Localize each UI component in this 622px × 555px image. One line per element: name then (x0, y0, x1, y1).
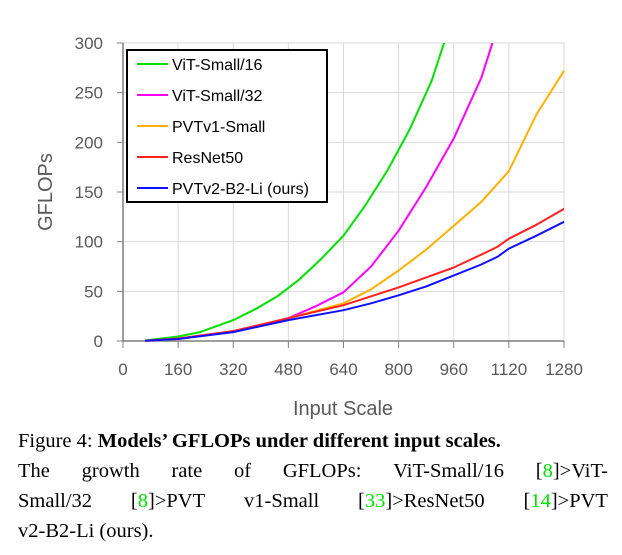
y-tick-label: 50 (84, 282, 103, 301)
y-tick-label: 150 (75, 183, 103, 202)
bracket: [ (523, 490, 531, 512)
legend-entry: ViT-Small/16 (172, 57, 263, 74)
y-tick-label: 0 (94, 332, 103, 351)
caption-label: Figure 4: (18, 430, 98, 452)
bracket: [ (130, 490, 138, 512)
x-tick-label: 480 (274, 360, 302, 379)
bracket: [ (535, 460, 543, 482)
tick-labels: 0 50 100 150 200 250 300 0 160 320 480 640 800 960 112… (75, 34, 583, 379)
y-tick-label: 250 (75, 84, 103, 103)
series-line-resnet50 (145, 208, 565, 342)
caption-line-2: The growth rate of GFLOPs: ViT-Small/16 … (18, 456, 608, 486)
grid-lines (123, 42, 565, 341)
text: Small/32 (18, 490, 93, 512)
text: ]>ViT- (552, 460, 608, 482)
y-tick-label: 200 (75, 133, 103, 152)
series-line-vit-small-16 (144, 43, 446, 342)
caption-line-4: v2-B2-Li (ours). (18, 516, 608, 546)
gflops-chart: 0 50 100 150 200 250 300 0 160 320 480 640 800 960 112… (35, 34, 583, 420)
caption-line-1: Figure 4: Models’ GFLOPs under different… (18, 426, 608, 456)
x-tick-label: 1120 (491, 360, 528, 379)
text: ]>PVT (550, 490, 608, 512)
y-axis-label: GFLOPs (35, 153, 57, 231)
legend-entry: PVTv1-Small (172, 119, 265, 136)
word: The (18, 460, 50, 482)
caption-title: Models’ GFLOPs under different input sca… (97, 430, 501, 452)
series-line-pvtv2-b2-li-ours- (145, 220, 565, 342)
x-tick-label: 0 (118, 360, 127, 379)
text: v2-B2-Li (ours). (18, 520, 154, 542)
series-lines (144, 43, 565, 342)
word: rate (171, 460, 203, 482)
x-tick-label: 160 (164, 360, 192, 379)
word: growth (81, 460, 140, 482)
bracket: [ (358, 490, 365, 512)
citation-link[interactable]: 14 (530, 490, 551, 512)
figure-caption: Figure 4: Models’ GFLOPs under different… (18, 426, 608, 546)
citation-link[interactable]: 8 (137, 490, 148, 512)
legend-entry: ResNet50 (172, 150, 243, 167)
word: ViT-Small/16 (393, 460, 504, 482)
word: of (233, 460, 252, 482)
text: v1-Small (244, 490, 320, 512)
x-axis-label: Input Scale (293, 398, 393, 420)
x-tick-label: 640 (329, 360, 357, 379)
y-tick-label: 100 (75, 233, 103, 252)
citation-link[interactable]: 8 (542, 460, 553, 482)
legend-entry: ViT-Small/32 (172, 88, 263, 105)
citation-link[interactable]: 33 (364, 490, 386, 512)
axes (117, 42, 565, 348)
text: ]>PVT (148, 490, 206, 512)
x-tick-label: 1280 (545, 360, 583, 379)
legend-entry: PVTv2-B2-Li (ours) (172, 181, 309, 198)
y-tick-label: 300 (75, 34, 103, 53)
word: GFLOPs: (282, 460, 362, 482)
text: ]>ResNet50 (385, 490, 485, 512)
x-tick-label: 320 (219, 360, 247, 379)
caption-line-3: Small/32 [8]>PVT v1-Small [33]>ResNet50 … (18, 486, 608, 516)
legend: ViT-Small/16 ViT-Small/32 PVTv1-Small ResNe… (126, 49, 328, 203)
x-tick-label: 960 (440, 360, 468, 379)
x-tick-label: 800 (384, 360, 412, 379)
